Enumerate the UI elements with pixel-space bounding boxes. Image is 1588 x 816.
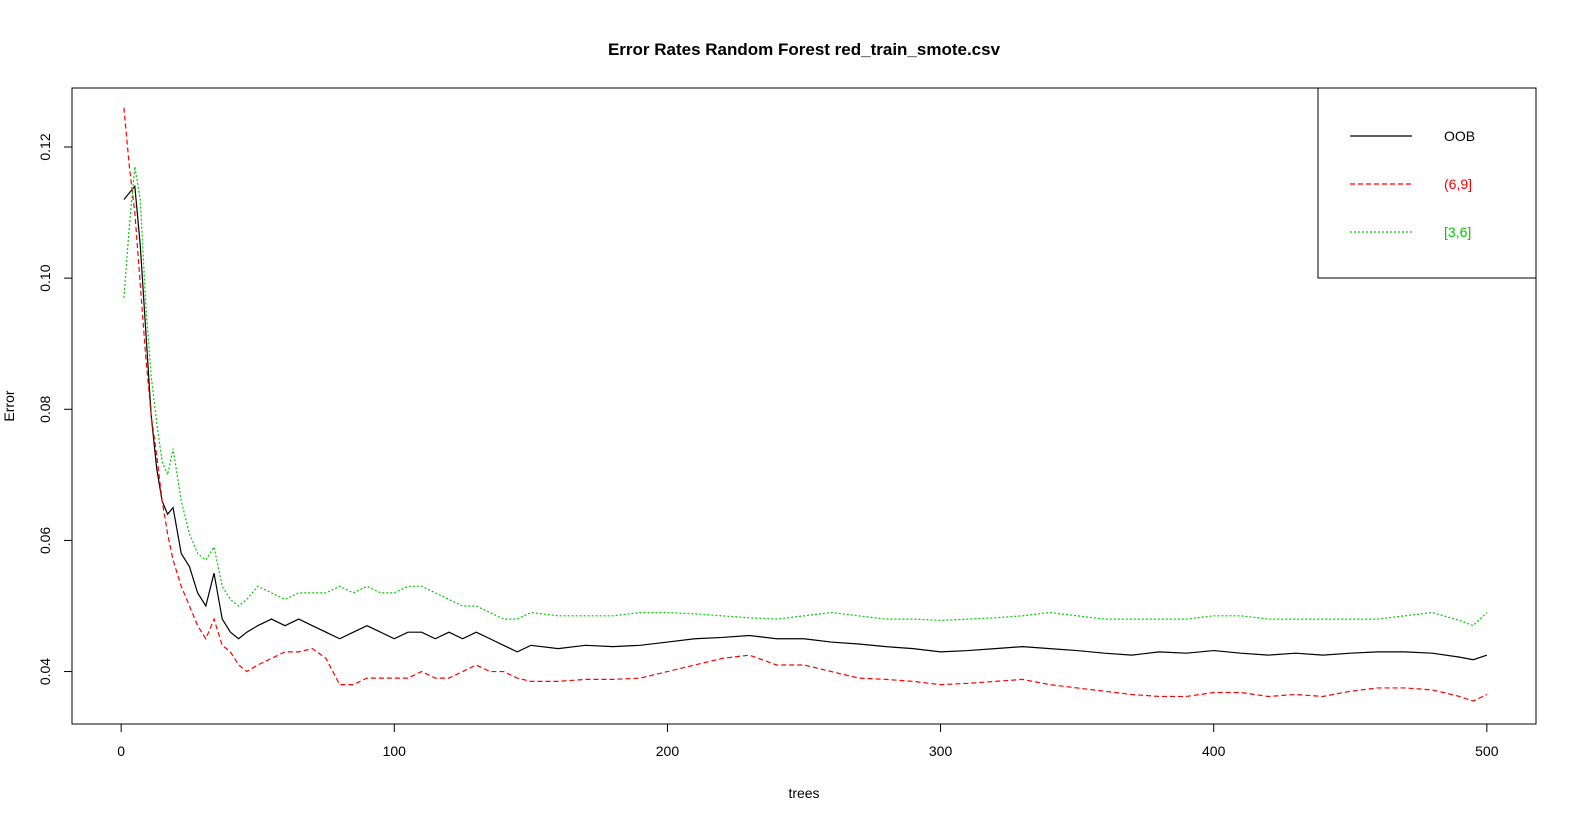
y-axis-label: Error xyxy=(1,390,17,421)
plot-frame xyxy=(71,87,1537,725)
x-tick-label: 400 xyxy=(1202,743,1226,759)
x-tick-label: 200 xyxy=(656,743,680,759)
x-tick-label: 0 xyxy=(117,743,125,759)
y-axis: 0.04 0.06 0.08 0.10 0.12 xyxy=(37,133,73,685)
y-tick-label: 0.08 xyxy=(37,395,53,422)
series-group xyxy=(123,107,1488,702)
x-tick-label: 100 xyxy=(383,743,407,759)
y-tick-label: 0.04 xyxy=(37,658,53,685)
legend: OOB (6,9] [3,6] xyxy=(1317,87,1537,279)
y-tick-label: 0.12 xyxy=(37,133,53,160)
x-axis: 0 100 200 300 400 500 xyxy=(117,723,1499,759)
legend-label: (6,9] xyxy=(1444,176,1472,192)
series-line-2 xyxy=(123,166,1488,627)
series-line-1 xyxy=(123,107,1488,702)
legend-box xyxy=(1317,87,1537,279)
x-tick-label: 300 xyxy=(929,743,953,759)
series-line-0 xyxy=(123,184,1488,661)
y-tick-label: 0.06 xyxy=(37,527,53,554)
y-tick-label: 0.10 xyxy=(37,264,53,291)
chart-title: Error Rates Random Forest red_train_smot… xyxy=(608,40,1001,59)
x-axis-label: trees xyxy=(788,785,819,801)
x-tick-label: 500 xyxy=(1475,743,1499,759)
legend-label: OOB xyxy=(1444,128,1475,144)
legend-label: [3,6] xyxy=(1444,224,1471,240)
